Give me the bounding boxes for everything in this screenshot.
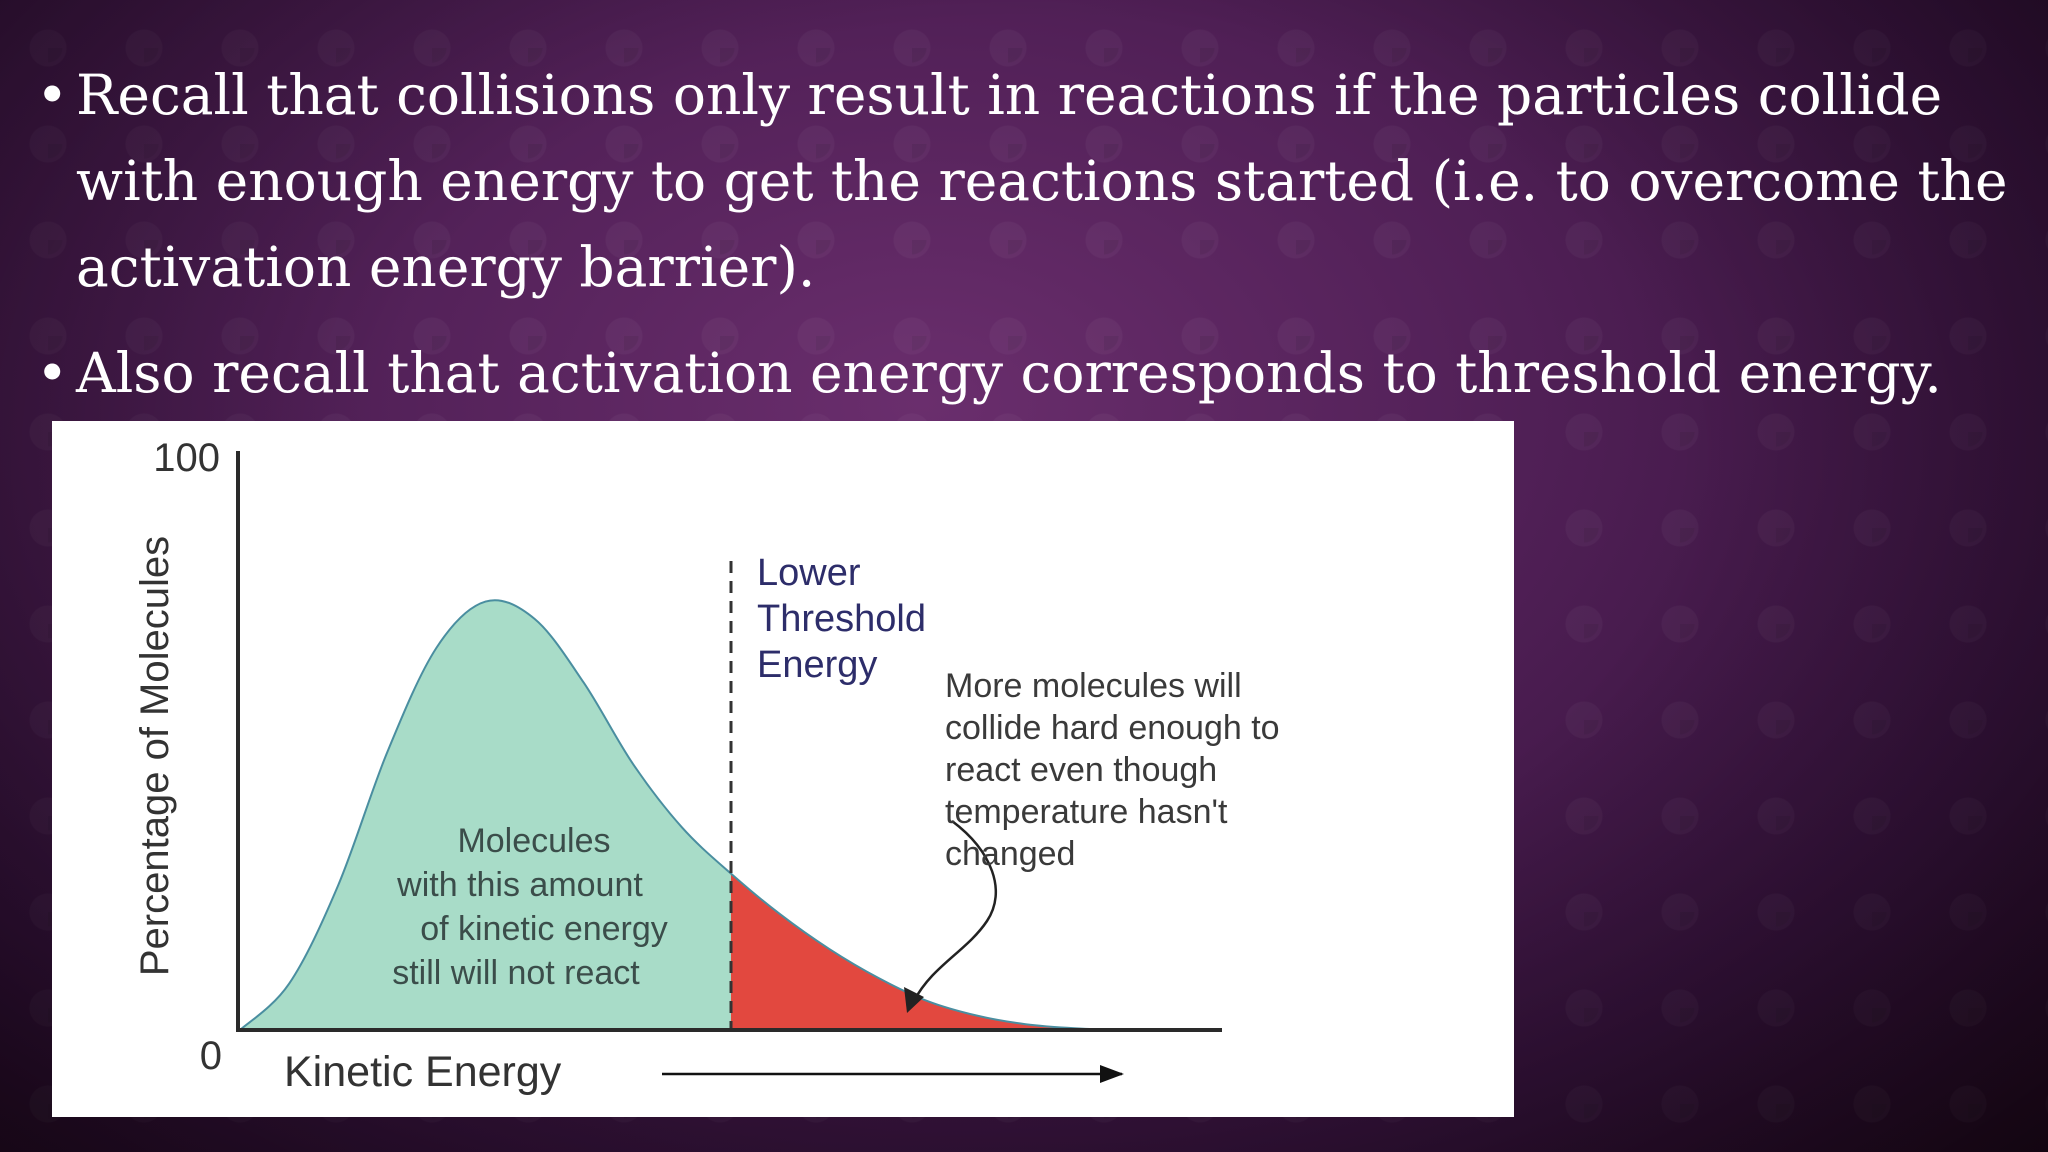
y-tick-label: 0 — [200, 1034, 222, 1078]
below-label-line: with this amount — [396, 866, 643, 904]
threshold-label: Lower Threshold Energy — [757, 552, 926, 686]
bullet-item: Also recall that activation energy corre… — [36, 330, 2026, 416]
annotation-line: react even though — [945, 751, 1217, 789]
annotation-line: temperature hasn't — [945, 793, 1228, 831]
below-label-line: of kinetic energy — [420, 910, 668, 948]
y-tick-label: 100 — [153, 436, 220, 480]
area-below-threshold — [240, 600, 731, 1030]
annotation-line: collide hard enough to — [945, 709, 1280, 747]
threshold-label-line: Energy — [757, 644, 877, 686]
below-label-line: still will not react — [392, 954, 640, 992]
y-axis-label: Percentage of Molecules — [133, 536, 177, 976]
threshold-label-line: Threshold — [757, 598, 926, 640]
bullet-item: Recall that collisions only result in re… — [36, 52, 2026, 310]
chart-panel: 100 0 Percentage of Molecules Kinetic En… — [52, 421, 1514, 1117]
annotation-line: More molecules will — [945, 667, 1242, 705]
annotation-arrow-head — [904, 987, 924, 1013]
area-above-threshold — [731, 873, 1222, 1031]
threshold-label-line: Lower — [757, 552, 861, 594]
annotation-label: More molecules will collide hard enough … — [945, 667, 1280, 873]
bullet-list: Recall that collisions only result in re… — [36, 52, 2026, 416]
annotation-line: changed — [945, 835, 1075, 873]
below-label-line: Molecules — [457, 822, 610, 860]
annotation-arrow — [912, 820, 997, 1002]
x-arrow-head — [1100, 1065, 1124, 1083]
x-axis-label: Kinetic Energy — [284, 1048, 562, 1096]
distribution-curve — [239, 599, 1222, 1032]
energy-distribution-chart: 100 0 Percentage of Molecules Kinetic En… — [133, 436, 1280, 1096]
below-threshold-label: Molecules with this amount of kinetic en… — [392, 822, 668, 992]
